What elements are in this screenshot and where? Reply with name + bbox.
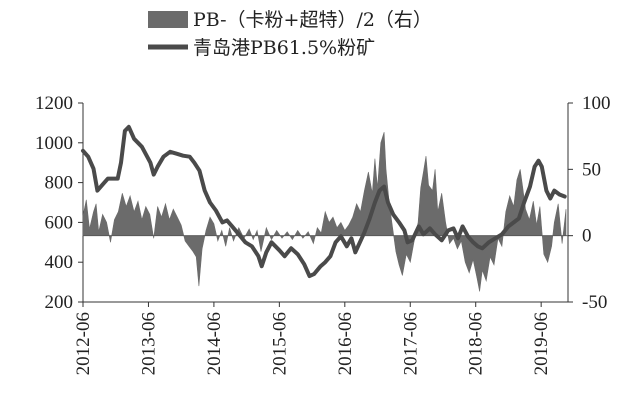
- right-y-tick-label: 50: [582, 159, 601, 180]
- legend-area-swatch: [148, 11, 188, 28]
- left-y-tick-label: 600: [45, 212, 74, 233]
- x-ticks: 2012-06 2013-06 2014-06 2015-06 2016-06 2017-…: [73, 302, 552, 375]
- x-tick-label: 2014-06: [204, 312, 225, 375]
- x-tick-label: 2019-06: [531, 312, 552, 375]
- x-tick-label: 2013-06: [138, 312, 159, 375]
- left-y-ticks: 1200 1000 800 600 400 200: [35, 93, 83, 313]
- right-y-tick-label: -50: [582, 292, 607, 313]
- left-y-tick-label: 800: [45, 173, 74, 194]
- x-tick-label: 2018-06: [466, 312, 487, 375]
- left-y-tick-label: 400: [45, 252, 74, 273]
- price-line: [81, 124, 567, 279]
- x-tick-label: 2015-06: [269, 312, 290, 375]
- x-tick-label: 2016-06: [335, 312, 356, 375]
- legend: PB-（卡粉+超特）/2（右） 青岛港PB61.5%粉矿: [148, 9, 432, 59]
- right-y-tick-label: 100: [582, 93, 611, 114]
- price-line-series: [81, 124, 567, 279]
- legend-area-label: PB-（卡粉+超特）/2（右）: [193, 9, 432, 31]
- spread-area: [82, 132, 567, 292]
- x-tick-label: 2017-06: [400, 312, 421, 375]
- left-y-tick-label: 1200: [35, 93, 73, 114]
- legend-line-label: 青岛港PB61.5%粉矿: [193, 37, 375, 59]
- right-y-tick-label: 0: [582, 226, 592, 247]
- x-tick-label: 2012-06: [73, 312, 94, 375]
- left-y-tick-label: 200: [45, 292, 74, 313]
- left-y-tick-label: 1000: [35, 133, 73, 154]
- right-y-ticks: 100 50 0 -50: [568, 93, 611, 313]
- spread-area-series: [82, 132, 567, 292]
